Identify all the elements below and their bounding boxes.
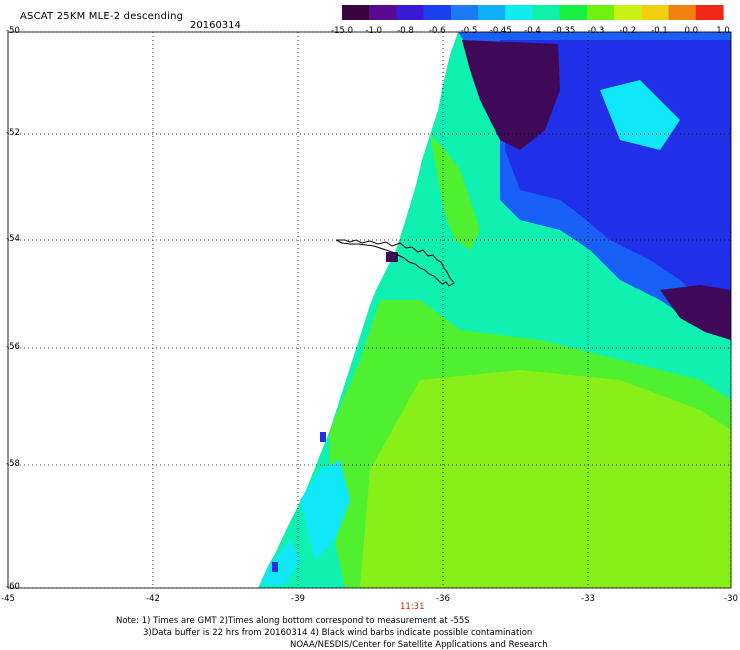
colorbar-label: -0.4: [524, 26, 541, 36]
colorbar-swatch: [423, 5, 452, 20]
product-date: 20160314: [190, 20, 241, 31]
swath-blue-edge: [320, 432, 326, 442]
colorbar-label: -0.45: [489, 26, 512, 36]
latitude-label: -56: [6, 342, 20, 352]
colorbar-swatch: [641, 5, 670, 20]
colorbar-label: -0.35: [553, 26, 576, 36]
colorbar-label: -0.2: [619, 26, 637, 36]
data-swath: [258, 32, 731, 588]
swath-deep-east: [660, 285, 731, 340]
colorbar: [342, 5, 724, 20]
colorbar-swatch: [614, 5, 642, 20]
longitude-label: -45: [1, 594, 15, 604]
swath-lime: [360, 370, 731, 588]
longitude-label: -36: [436, 594, 450, 604]
colorbar-swatch: [695, 5, 724, 20]
colorbar-swatch: [396, 5, 425, 20]
latitude-label: -60: [6, 582, 20, 592]
latitude-label: -54: [6, 234, 20, 244]
note-line-2: 3)Data buffer is 22 hrs from 20160314 4)…: [143, 628, 533, 638]
plot-frame: [7, 31, 732, 589]
longitude-label: -33: [581, 594, 595, 604]
south-georgia-coastline: [335, 239, 455, 287]
colorbar-swatch: [586, 5, 615, 20]
colorbar-label: -15.0: [331, 26, 353, 36]
colorbar-swatch: [478, 5, 506, 20]
colorbar-label: -0.3: [587, 26, 605, 36]
swath-deep-north: [462, 40, 560, 150]
latitude-label: -50: [6, 26, 20, 36]
colorbar-label: -0.5: [460, 26, 478, 36]
swath-cyan-north: [600, 80, 680, 150]
colorbar-swatch: [369, 5, 398, 20]
colorbar-label: -0.1: [651, 26, 668, 36]
colorbar-label: -0.6: [428, 26, 446, 36]
swath-cyan-west: [300, 460, 350, 560]
note-line-1: Note: 1) Times are GMT 2)Times along bot…: [116, 616, 470, 626]
colorbar-swatch: [559, 5, 588, 20]
colorbar-swatch: [668, 5, 697, 20]
colorbar-label: -0.8: [397, 26, 414, 36]
swath-blue: [500, 40, 731, 300]
colorbar-label: 1.0: [716, 26, 730, 36]
colorbar-swatch: [450, 5, 479, 20]
longitude-label: -42: [146, 594, 160, 604]
time-label: 11:31: [400, 602, 425, 612]
product-title: ASCAT 25KM MLE-2 descending: [20, 11, 184, 22]
swath-blue-edge: [272, 562, 278, 572]
swath-deep-coast: [386, 252, 398, 262]
note-line-3: NOAA/NESDIS/Center for Satellite Applica…: [290, 640, 548, 650]
latitude-label: -52: [6, 128, 20, 138]
colorbar-label: -1.0: [365, 26, 383, 36]
colorbar-swatch: [532, 5, 561, 20]
colorbar-swatch: [505, 5, 534, 20]
colorbar-label: 0.0: [684, 26, 699, 36]
longitude-label: -30: [724, 594, 738, 604]
latitude-label: -58: [6, 459, 20, 469]
swath-cyan-edge: [260, 540, 300, 585]
longitude-label: -39: [291, 594, 305, 604]
colorbar-swatch: [342, 5, 370, 20]
swath-green-shelf: [430, 135, 480, 250]
